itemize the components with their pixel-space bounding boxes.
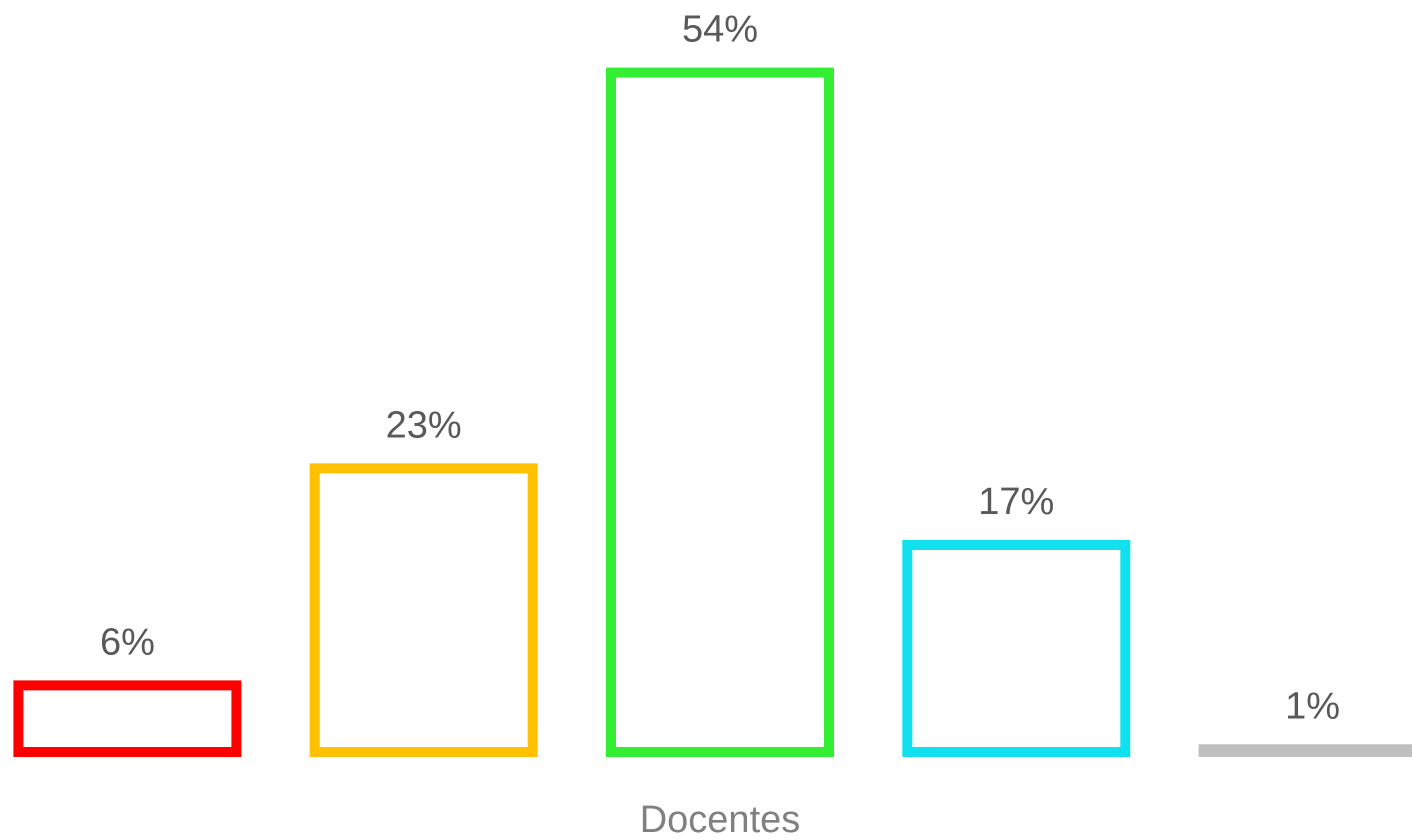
bar: [606, 67, 834, 758]
bar: [1198, 744, 1412, 758]
value-label: 6%: [100, 621, 155, 663]
value-label: 1%: [1285, 685, 1340, 727]
value-label: 23%: [386, 404, 462, 446]
value-label: 17%: [978, 481, 1054, 523]
bar: [13, 680, 242, 758]
bar: [902, 539, 1131, 758]
x-axis-label: Docentes: [640, 799, 801, 839]
value-label: 54%: [682, 9, 758, 51]
bar: [309, 463, 538, 757]
